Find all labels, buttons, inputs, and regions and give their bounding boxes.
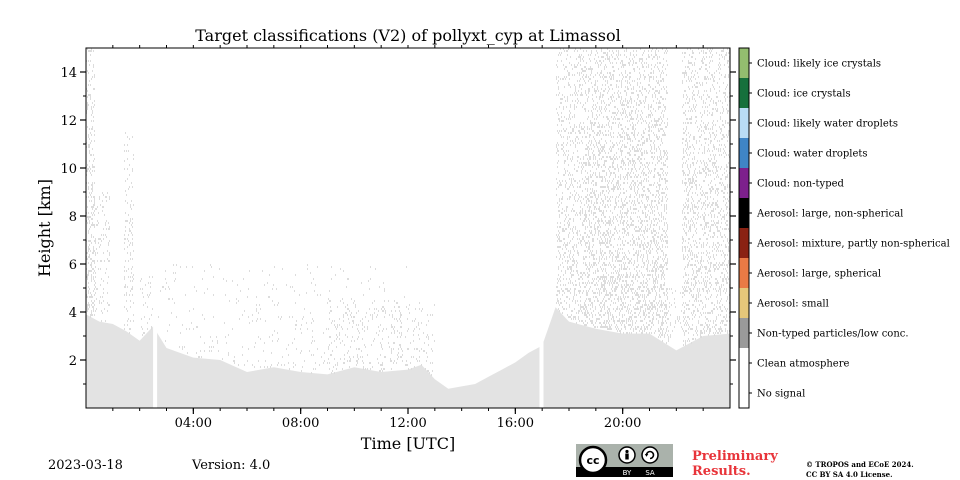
colorbar-swatch [739, 78, 749, 108]
sa-text: SA [645, 469, 655, 477]
x-axis-ticks: 04:00 08:00 12:00 16:00 20:00 [112, 45, 704, 431]
colorbar-label: Cloud: likely water droplets [757, 119, 898, 130]
colorbar-label: Cloud: ice crystals [757, 89, 851, 100]
chart-title: Target classifications (V2) of pollyxt_c… [195, 26, 621, 45]
colorbar-label: Aerosol: large, non-spherical [756, 209, 903, 220]
copyright-notice: © TROPOS and ECoE 2024. CC BY SA 4.0 Lic… [806, 460, 914, 480]
y-axis-ticks: 2 4 6 8 10 12 14 [60, 66, 736, 385]
y-tick-label: 4 [69, 306, 77, 321]
colorbar-label: Aerosol: large, spherical [756, 269, 881, 280]
preliminary-line-1: Preliminary [692, 449, 778, 464]
y-tick-label: 12 [60, 114, 77, 129]
colorbar-swatch [739, 318, 749, 348]
colorbar-swatch [739, 378, 749, 408]
x-axis-label: Time [UTC] [361, 434, 455, 453]
y-tick-label: 6 [69, 258, 77, 273]
data-gaps [153, 48, 544, 408]
preliminary-line-2: Results. [692, 464, 751, 479]
noise-speckle [86, 48, 730, 376]
y-tick-label: 2 [69, 354, 77, 369]
colorbar-label: Aerosol: small [756, 299, 829, 310]
y-tick-label: 8 [69, 210, 77, 225]
colorbar-swatch [739, 138, 749, 168]
cc-license-badge: cc BY SA [576, 444, 673, 477]
y-axis-label: Height [km] [35, 179, 54, 277]
colorbar-swatch [739, 228, 749, 258]
preliminary-notice: Preliminary Results. [692, 449, 778, 479]
version-label: Version: 4.0 [192, 458, 271, 473]
colorbar-swatch [739, 258, 749, 288]
colorbar: Cloud: likely ice crystals Cloud: ice cry… [738, 47, 950, 409]
x-tick-label: 12:00 [389, 416, 426, 431]
colorbar-label: Aerosol: mixture, partly non-spherical [756, 239, 950, 250]
y-tick-label: 10 [60, 162, 77, 177]
colorbar-label: Cloud: water droplets [757, 149, 868, 160]
colorbar-label: Non-typed particles/low conc. [757, 329, 909, 340]
x-tick-label: 20:00 [604, 416, 641, 431]
low-signal-region [86, 307, 730, 408]
cc-icon [578, 445, 608, 475]
date-label: 2023-03-18 [48, 458, 123, 473]
colorbar-label: Cloud: non-typed [757, 179, 845, 190]
by-text: BY [623, 469, 632, 477]
colorbar-swatch [739, 48, 749, 78]
sa-share-icon [641, 446, 659, 464]
low-signal-area [86, 307, 730, 408]
data-gap [539, 48, 544, 408]
colorbar-swatch [739, 198, 749, 228]
data-gap [153, 48, 158, 408]
noise-points [86, 48, 730, 376]
x-tick-label: 08:00 [282, 416, 319, 431]
colorbar-label: No signal [757, 389, 805, 400]
colorbar-swatch [739, 168, 749, 198]
copyright-line-2: CC BY SA 4.0 License. [806, 470, 893, 479]
x-tick-label: 16:00 [497, 416, 534, 431]
cc-text: cc [586, 454, 599, 467]
sa-arrow-head [644, 454, 649, 457]
colorbar-swatch [739, 348, 749, 378]
sa-arrow-arc [645, 450, 655, 460]
x-tick-label: 04:00 [175, 416, 212, 431]
copyright-line-1: © TROPOS and ECoE 2024. [806, 460, 914, 469]
by-person-body [625, 453, 629, 460]
badge-strip [576, 467, 673, 477]
y-tick-label: 14 [60, 66, 77, 81]
colorbar-frame [738, 47, 750, 409]
colorbar-swatch [739, 108, 749, 138]
by-person-head [625, 449, 629, 454]
colorbar-label: Cloud: likely ice crystals [757, 59, 881, 70]
colorbar-swatch [739, 288, 749, 318]
plot-area [86, 48, 730, 408]
colorbar-label: Clean atmosphere [757, 359, 850, 370]
